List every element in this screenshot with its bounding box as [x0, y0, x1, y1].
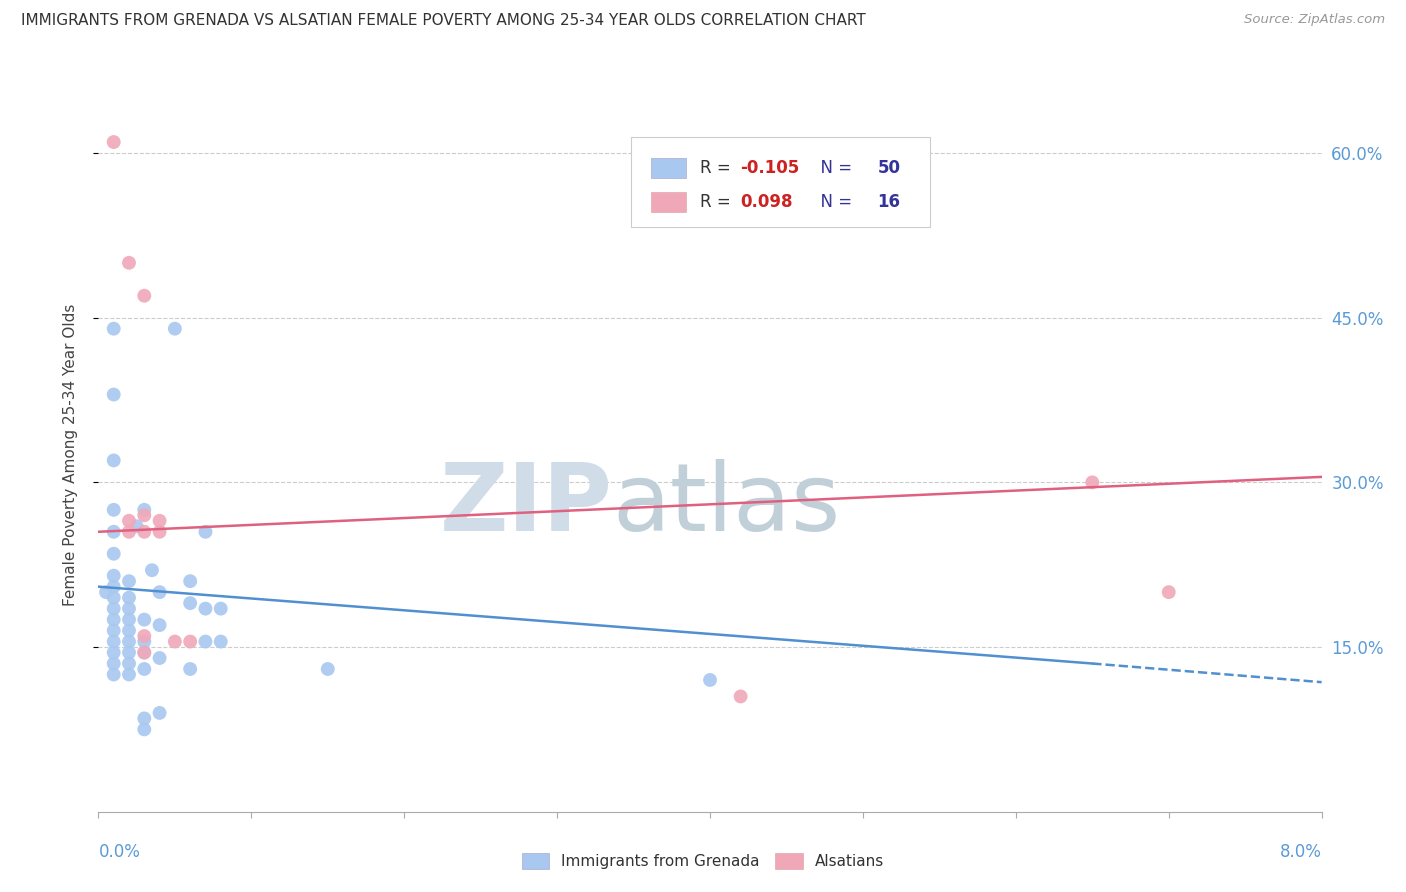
Point	[118, 256, 141, 270]
Point	[103, 634, 125, 648]
Y-axis label: Female Poverty Among 25-34 Year Olds: Female Poverty Among 25-34 Year Olds	[63, 304, 77, 606]
Point	[118, 574, 141, 589]
Point	[149, 618, 172, 632]
Point	[134, 646, 156, 660]
Point	[103, 591, 125, 605]
Point	[699, 673, 721, 687]
Point	[134, 662, 156, 676]
Point	[118, 601, 141, 615]
Text: R =: R =	[700, 159, 737, 177]
Text: -0.105: -0.105	[741, 159, 800, 177]
Point	[134, 503, 156, 517]
Point	[103, 568, 125, 582]
Text: atlas: atlas	[612, 458, 841, 551]
Point	[163, 634, 186, 648]
Point	[141, 563, 163, 577]
Point	[149, 585, 172, 599]
Point	[149, 524, 172, 539]
Point	[134, 634, 156, 648]
Point	[103, 646, 125, 660]
Text: 50: 50	[877, 159, 901, 177]
Point	[134, 723, 156, 737]
Point	[134, 629, 156, 643]
Point	[134, 524, 156, 539]
Text: R =: R =	[700, 193, 741, 211]
Point	[163, 321, 186, 335]
Point	[179, 574, 201, 589]
Point	[179, 634, 201, 648]
Point	[103, 321, 125, 335]
Point	[118, 667, 141, 681]
FancyBboxPatch shape	[630, 137, 931, 227]
Point	[103, 135, 125, 149]
Point	[103, 547, 125, 561]
Point	[134, 711, 156, 725]
Point	[179, 662, 201, 676]
Point	[134, 508, 156, 523]
Text: 8.0%: 8.0%	[1279, 843, 1322, 861]
Point	[103, 624, 125, 638]
Point	[316, 662, 339, 676]
Point	[179, 596, 201, 610]
Point	[194, 634, 217, 648]
Point	[730, 690, 752, 704]
Text: IMMIGRANTS FROM GRENADA VS ALSATIAN FEMALE POVERTY AMONG 25-34 YEAR OLDS CORRELA: IMMIGRANTS FROM GRENADA VS ALSATIAN FEMA…	[21, 13, 866, 29]
Text: ZIP: ZIP	[439, 458, 612, 551]
Point	[209, 601, 232, 615]
Point	[134, 613, 156, 627]
Point	[94, 585, 117, 599]
Point	[194, 601, 217, 615]
Point	[103, 387, 125, 401]
Point	[209, 634, 232, 648]
Text: Source: ZipAtlas.com: Source: ZipAtlas.com	[1244, 13, 1385, 27]
Point	[134, 646, 156, 660]
Point	[149, 651, 172, 665]
Legend: Immigrants from Grenada, Alsatians: Immigrants from Grenada, Alsatians	[516, 847, 890, 875]
FancyBboxPatch shape	[651, 158, 686, 178]
Point	[118, 514, 141, 528]
Point	[118, 624, 141, 638]
Text: N =: N =	[810, 159, 858, 177]
Point	[103, 601, 125, 615]
Text: 16: 16	[877, 193, 901, 211]
Point	[103, 667, 125, 681]
Point	[1157, 585, 1180, 599]
Text: 0.0%: 0.0%	[98, 843, 141, 861]
Point	[103, 503, 125, 517]
Point	[149, 514, 172, 528]
Point	[118, 613, 141, 627]
Point	[103, 580, 125, 594]
Point	[118, 634, 141, 648]
Point	[103, 453, 125, 467]
Point	[118, 646, 141, 660]
Point	[125, 519, 148, 533]
Point	[149, 706, 172, 720]
Point	[118, 657, 141, 671]
Text: N =: N =	[810, 193, 858, 211]
Point	[194, 524, 217, 539]
Point	[1081, 475, 1104, 490]
Point	[103, 524, 125, 539]
Point	[118, 524, 141, 539]
FancyBboxPatch shape	[651, 192, 686, 211]
Text: 0.098: 0.098	[741, 193, 793, 211]
Point	[103, 613, 125, 627]
Point	[103, 657, 125, 671]
Point	[134, 289, 156, 303]
Point	[118, 591, 141, 605]
